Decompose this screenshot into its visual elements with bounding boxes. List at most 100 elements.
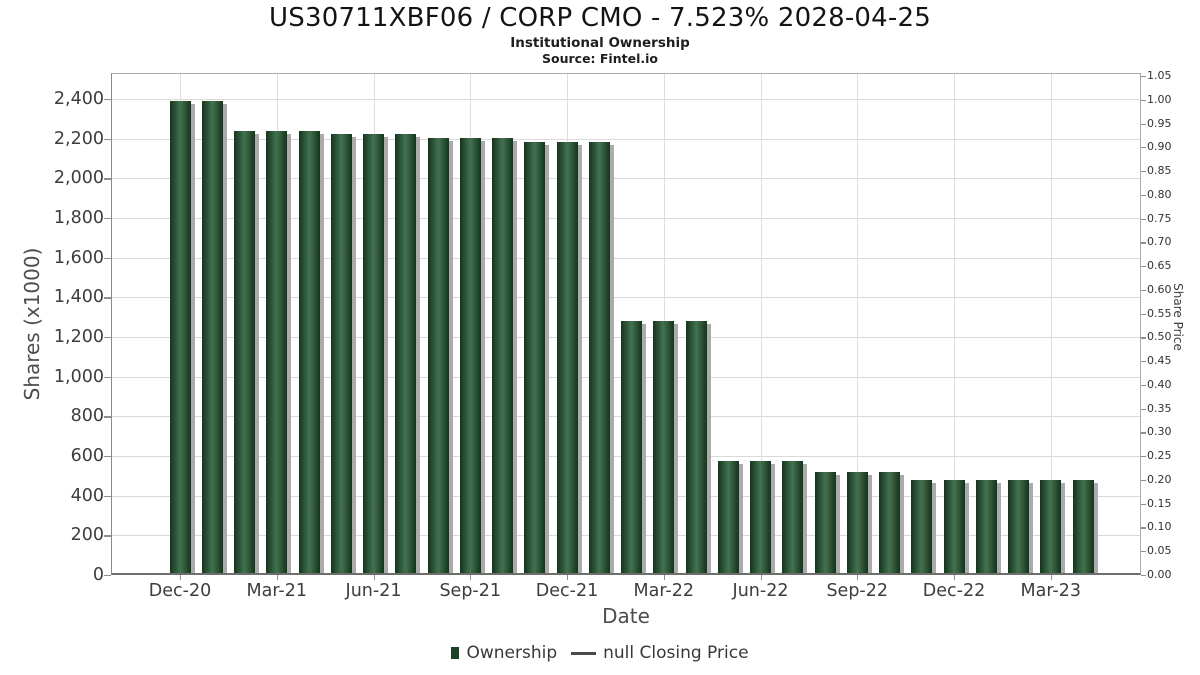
y-tick-label-left: 1,400 [53, 287, 104, 308]
x-tick-label: Sep-22 [826, 581, 889, 601]
y-tick-label-right: 0.95 [1147, 116, 1172, 130]
y-tick-label-right: 0.40 [1147, 377, 1172, 391]
y-tick-label-right: 0.20 [1147, 472, 1172, 486]
ownership-bar[interactable] [975, 479, 997, 575]
x-tick-label: Mar-22 [633, 581, 694, 601]
x-tick-mark [954, 575, 956, 580]
ownership-bar[interactable] [492, 137, 513, 575]
ownership-bar[interactable] [846, 471, 868, 575]
legend: Ownership null Closing Price [0, 643, 1200, 663]
y-tick-label-right: 0.15 [1147, 496, 1172, 510]
x-tick-label: Sep-21 [439, 581, 502, 601]
y-tick-label-right: 0.00 [1147, 568, 1172, 581]
y-tick-mark-right [1141, 527, 1146, 529]
y-tick-mark-right [1141, 313, 1146, 315]
ownership-bar[interactable] [266, 130, 288, 575]
y-tick-label-left: 2,200 [53, 128, 104, 149]
y-tick-label-right: 0.50 [1147, 330, 1172, 344]
x-tick-mark [760, 575, 762, 580]
ownership-bar[interactable] [234, 130, 255, 575]
legend-label-ownership: Ownership [466, 643, 558, 663]
y-tick-label-right: 0.55 [1147, 306, 1172, 320]
y-tick-mark-right [1141, 194, 1146, 196]
ownership-bar[interactable] [911, 479, 933, 575]
ownership-bar[interactable] [685, 321, 707, 575]
x-tick-mark [276, 575, 278, 580]
y-tick-mark-left [104, 337, 111, 339]
y-tick-mark-left [104, 456, 111, 458]
ownership-bar[interactable] [330, 133, 352, 575]
ownership-bar[interactable] [750, 460, 771, 575]
y-tick-mark-right [1141, 218, 1146, 220]
y-tick-mark-right [1141, 503, 1146, 505]
y-tick-label-left: 2,000 [53, 168, 104, 189]
y-tick-label-right: 0.70 [1147, 235, 1172, 249]
y-tick-mark-left [104, 218, 111, 220]
ownership-bar[interactable] [201, 100, 223, 575]
ownership-bar[interactable] [298, 130, 320, 575]
x-tick-label: Jun-21 [345, 581, 402, 601]
gridline-v [857, 73, 859, 575]
y-tick-label-right: 0.35 [1147, 401, 1172, 415]
ownership-bar[interactable] [1072, 479, 1094, 575]
gridline-h [111, 257, 1141, 259]
ownership-bar[interactable] [1008, 479, 1029, 575]
ownership-bar[interactable] [782, 460, 804, 575]
legend-item-closing-price[interactable]: null Closing Price [571, 643, 749, 663]
y-tick-label-right: 0.90 [1147, 140, 1172, 154]
y-tick-label-right: 0.30 [1147, 425, 1172, 439]
y-tick-mark-right [1141, 289, 1146, 292]
gridline-h [111, 138, 1141, 140]
x-tick-label: Dec-22 [922, 581, 986, 601]
x-tick-label: Jun-22 [732, 581, 789, 601]
ownership-bar[interactable] [814, 471, 836, 575]
ownership-bar[interactable] [943, 479, 965, 575]
ownership-bar[interactable] [653, 321, 675, 575]
ownership-bar[interactable] [717, 460, 739, 575]
y-tick-mark-left [104, 376, 111, 378]
ownership-bar[interactable] [363, 133, 384, 575]
chart-source: Source: Fintel.io [542, 51, 658, 66]
x-tick-mark [567, 575, 569, 580]
y-tick-mark-left [104, 99, 111, 101]
x-tick-mark [1050, 575, 1052, 580]
ownership-bar[interactable] [169, 100, 191, 575]
y-tick-label-right: 1.00 [1147, 92, 1172, 106]
x-tick-label: Mar-23 [1020, 581, 1081, 601]
y-tick-label-left: 800 [70, 406, 104, 427]
ownership-bar[interactable] [556, 141, 578, 575]
x-tick-mark [180, 575, 182, 580]
y-tick-mark-right [1141, 171, 1146, 173]
ownership-bar[interactable] [588, 141, 610, 575]
x-tick-mark [663, 575, 665, 580]
y-tick-label-left: 2,400 [53, 89, 104, 109]
y-tick-mark-left [104, 416, 111, 418]
y-tick-label-left: 1,000 [53, 366, 104, 387]
y-tick-mark-right [1141, 76, 1146, 78]
y-tick-label-right: 0.25 [1147, 449, 1172, 463]
ownership-bar[interactable] [395, 133, 417, 575]
y-tick-mark-right [1141, 432, 1146, 434]
x-tick-mark [373, 575, 375, 580]
y-tick-mark-right [1141, 99, 1146, 101]
ownership-bar[interactable] [621, 321, 642, 575]
ownership-bar[interactable] [1040, 479, 1062, 575]
x-axis-title: Date [602, 604, 650, 628]
ownership-bar[interactable] [524, 141, 546, 575]
y-tick-label-left: 600 [70, 446, 104, 466]
legend-label-closing-price: null Closing Price [603, 643, 749, 663]
y-tick-mark-right [1141, 456, 1146, 458]
y-tick-label-right: 0.65 [1147, 259, 1172, 273]
x-tick-label: Dec-21 [535, 581, 599, 601]
ownership-bar[interactable] [459, 137, 481, 575]
y-tick-mark-right [1141, 479, 1146, 482]
ownership-bar[interactable] [427, 137, 449, 575]
y-tick-label-left: 1,600 [53, 247, 104, 268]
legend-item-ownership[interactable]: Ownership [451, 643, 557, 663]
x-tick-label: Mar-21 [246, 581, 307, 601]
y-tick-label-left: 1,800 [53, 208, 104, 228]
y-tick-mark-right [1141, 242, 1146, 244]
gridline-h [111, 178, 1141, 180]
ownership-bar[interactable] [879, 471, 900, 575]
